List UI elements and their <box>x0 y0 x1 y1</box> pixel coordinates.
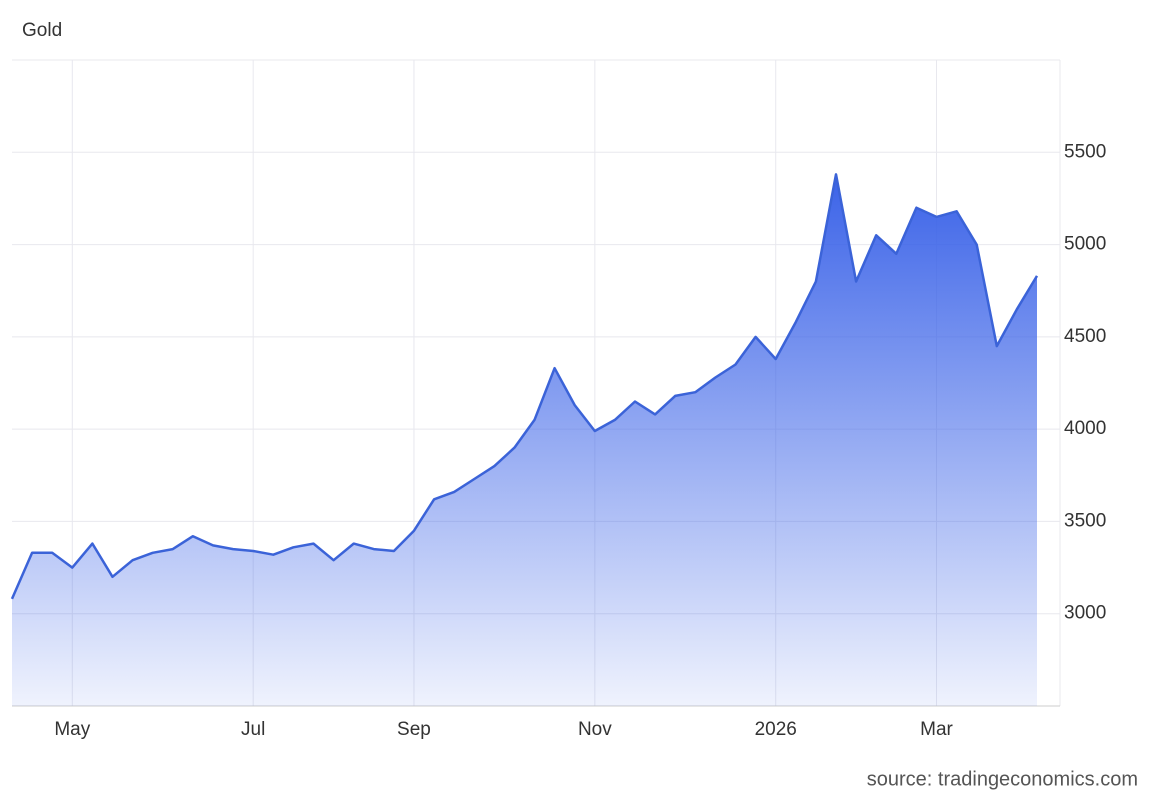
x-tick-label: Jul <box>241 719 265 740</box>
x-tick-label: Nov <box>578 719 612 740</box>
y-tick-label: 4000 <box>1064 418 1106 439</box>
y-tick-label: 4500 <box>1064 326 1106 347</box>
x-tick-label: Mar <box>920 719 953 740</box>
y-tick-label: 3000 <box>1064 603 1106 624</box>
source: source: tradingeconomics.com <box>867 768 1138 790</box>
chart-title: Gold <box>22 20 62 41</box>
x-tick-label: May <box>54 719 90 740</box>
line <box>10 173 1039 600</box>
x-tick-label: Sep <box>397 719 431 740</box>
x-tick-label: 2026 <box>755 719 797 740</box>
y-tick-label: 3500 <box>1064 510 1106 531</box>
area <box>12 174 1037 706</box>
y-tick-label: 5000 <box>1064 234 1106 255</box>
y-tick-label: 5500 <box>1064 141 1106 162</box>
